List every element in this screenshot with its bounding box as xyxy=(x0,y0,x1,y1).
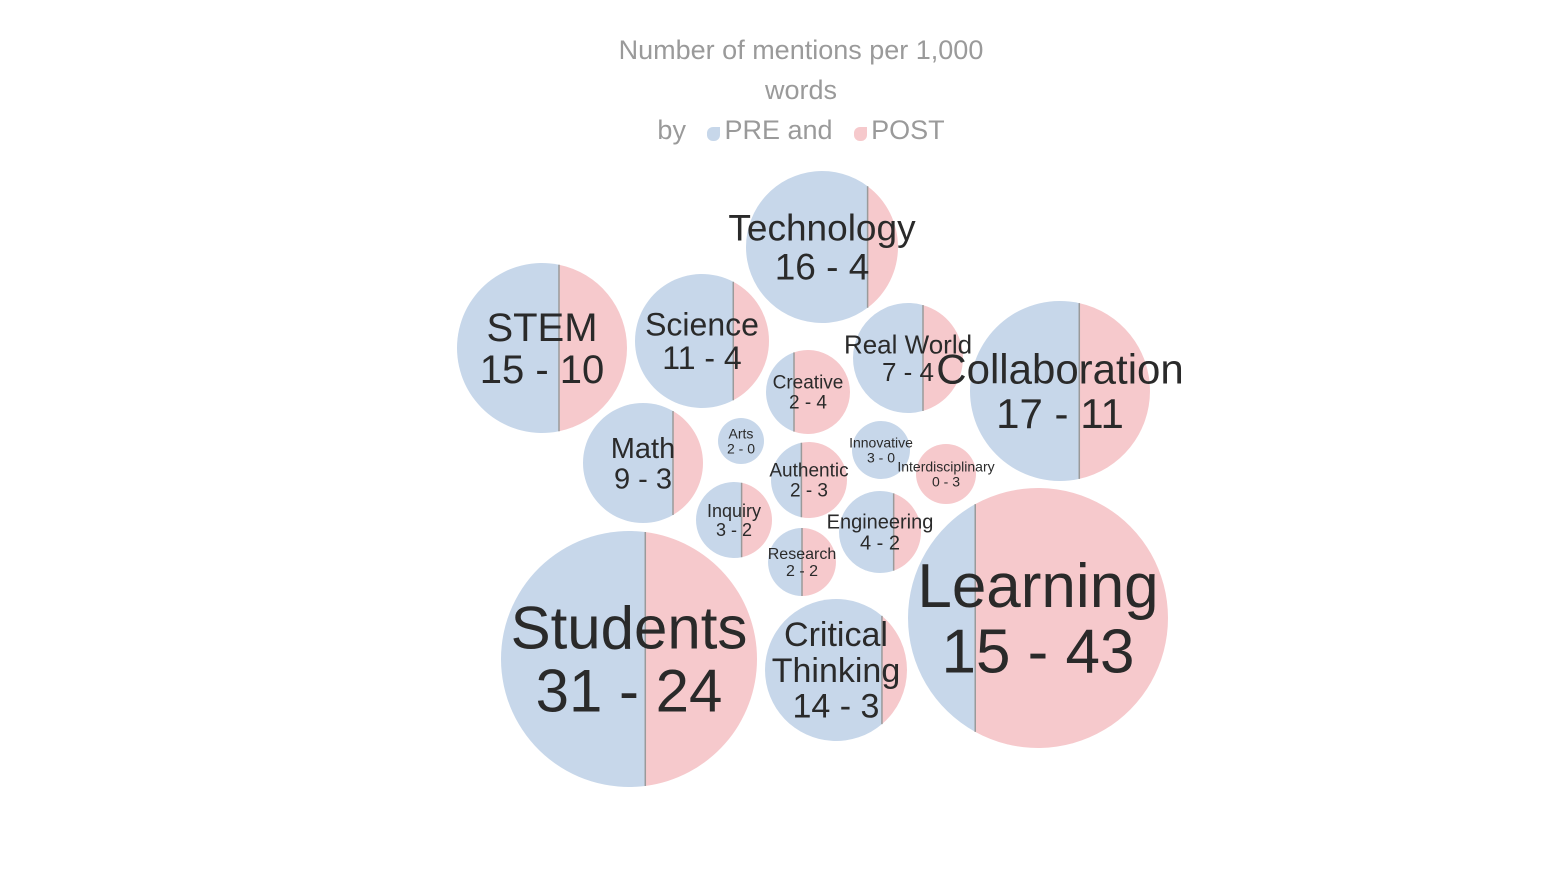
bubble-value-label: 2 - 0 xyxy=(727,440,755,456)
bubble-pre-segment xyxy=(764,599,882,742)
bubble-pre-segment xyxy=(457,263,559,433)
bubble-pre-segment xyxy=(695,481,742,559)
bubble-post-segment xyxy=(801,442,847,518)
bubble-post-segment xyxy=(802,528,836,596)
bubble-pre-segment xyxy=(583,403,673,523)
bubble-category-label: Math xyxy=(611,433,675,465)
bubble-post-segment xyxy=(881,615,907,725)
bubble-category-label: Learning xyxy=(917,552,1158,621)
bubble-value-label: 0 - 3 xyxy=(932,473,960,489)
bubble-pre-segment xyxy=(765,352,794,432)
bubble-pre-segment xyxy=(853,303,923,413)
bubble-pre-segment xyxy=(770,442,802,518)
bubble-post-segment xyxy=(645,532,757,786)
bubble-category-label: Authentic xyxy=(769,461,848,482)
chart-title-line-2: words xyxy=(764,75,838,105)
chart-title-line-1: Number of mentions per 1,000 xyxy=(618,35,984,65)
bubble-post-segment xyxy=(893,493,921,571)
bubble-post-segment xyxy=(733,281,769,401)
bubble-post-segment xyxy=(673,411,703,515)
bubble-category-label: Thinking xyxy=(772,652,901,690)
bubble-value-label: 3 - 2 xyxy=(716,520,752,540)
bubble-category-label: Critical xyxy=(784,616,888,654)
bubble-category-label: Inquiry xyxy=(707,501,761,521)
bubble-category-label: Real World xyxy=(844,329,972,359)
bubble-pre-segment xyxy=(768,528,802,596)
bubble-value-label: 15 - 43 xyxy=(941,617,1134,686)
bubble-pre-segment xyxy=(500,531,646,787)
bubble-value-label: 17 - 11 xyxy=(996,390,1124,437)
bubble-category-label: Collaboration xyxy=(936,346,1184,393)
legend-label-pre: PRE and xyxy=(724,115,833,145)
bubble-pre-segment xyxy=(852,421,910,479)
bubble-post-segment xyxy=(741,482,772,558)
legend-label-post: POST xyxy=(871,115,945,145)
bubble-category-label: Engineering xyxy=(827,512,934,534)
bubble-value-label: 11 - 4 xyxy=(662,340,741,376)
bubble-pre-segment xyxy=(838,490,894,573)
bubble-post-segment xyxy=(1079,303,1151,479)
bubble-post-segment xyxy=(867,186,898,308)
bubble-post-segment xyxy=(916,444,976,504)
bubble-value-label: 16 - 4 xyxy=(775,246,870,287)
bubble-value-label: 3 - 0 xyxy=(867,449,895,465)
bubble-value-label: 2 - 2 xyxy=(786,563,818,580)
legend-swatch-post xyxy=(854,127,868,141)
bubble-category-label: Creative xyxy=(773,373,844,394)
bubble-value-label: 2 - 3 xyxy=(790,481,828,502)
bubble-pre-segment xyxy=(970,301,1080,481)
bubble-value-label: 9 - 3 xyxy=(614,463,672,495)
bubble-value-label: 4 - 2 xyxy=(860,533,900,555)
legend-swatch-pre xyxy=(707,127,721,141)
bubble-value-label: 31 - 24 xyxy=(536,658,723,725)
chart-legend: by PRE and POST xyxy=(0,110,1560,150)
bubble-category-label: Technology xyxy=(728,208,916,249)
bubble-category-label: Research xyxy=(768,546,836,563)
bubble-pre-segment xyxy=(745,171,868,323)
bubble-value-label: 7 - 4 xyxy=(882,357,934,387)
bubble-category-label: Science xyxy=(645,306,759,342)
bubble-value-label: 14 - 3 xyxy=(793,688,880,726)
bubble-category-label: STEM xyxy=(486,306,597,350)
bubble-post-segment xyxy=(923,305,964,411)
bubble-value-label: 2 - 4 xyxy=(789,393,827,414)
bubble-pre-segment xyxy=(635,273,734,408)
bubble-post-segment xyxy=(975,487,1168,748)
bubble-category-label: Interdisciplinary xyxy=(897,459,994,475)
bubble-post-segment xyxy=(794,350,850,435)
bubble-category-label: Innovative xyxy=(849,435,913,451)
bubble-category-label: Arts xyxy=(729,426,754,442)
legend-prefix: by xyxy=(657,115,686,145)
bubble-value-label: 15 - 10 xyxy=(480,348,605,392)
bubble-post-segment xyxy=(559,264,628,432)
chart-title: Number of mentions per 1,000 words by PR… xyxy=(0,30,1560,150)
bubble-pre-segment xyxy=(908,504,976,732)
bubble-category-label: Students xyxy=(511,595,748,662)
bubble-pre-segment xyxy=(718,418,764,464)
